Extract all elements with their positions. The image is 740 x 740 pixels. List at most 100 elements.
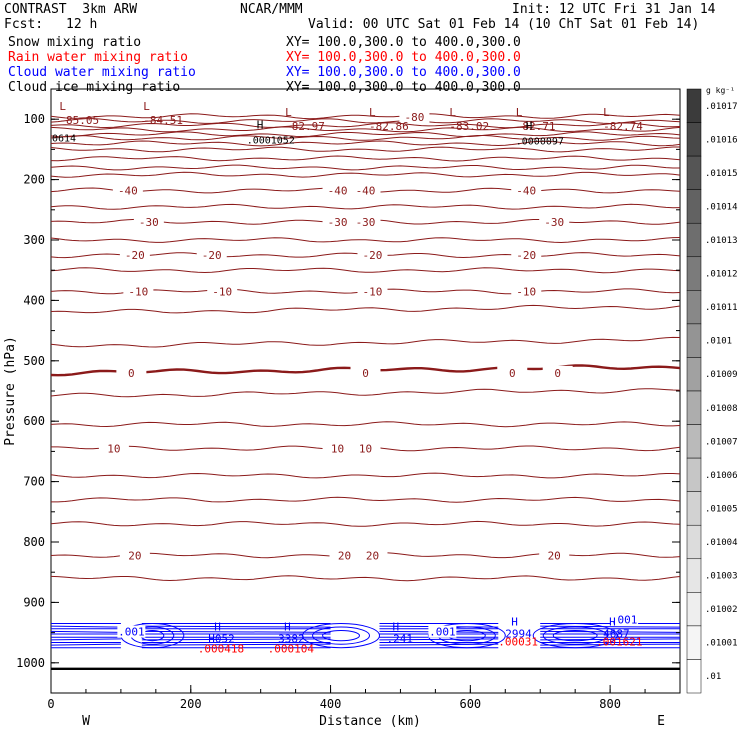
low-value: -85.05 bbox=[59, 114, 99, 127]
x-tick-label: 600 bbox=[459, 697, 481, 711]
cloud-water-contour-label: .001 bbox=[611, 614, 638, 627]
contour-label-bg bbox=[196, 248, 227, 262]
rain-water-value: .00031 bbox=[498, 635, 538, 648]
low-marker: L bbox=[369, 106, 376, 119]
x-axis-label: Distance (km) bbox=[319, 714, 421, 729]
temperature-contour-label: -80 bbox=[404, 111, 424, 124]
colorbar-swatch bbox=[686, 524, 702, 560]
temperature-contour bbox=[50, 237, 681, 244]
upper-temperature-contour bbox=[50, 164, 680, 171]
y-tick-label: 500 bbox=[23, 354, 45, 368]
x-axis-west-label: W bbox=[82, 714, 90, 729]
colorbar-swatch bbox=[686, 357, 702, 392]
temperature-contour-label: 20 bbox=[128, 549, 141, 562]
contour-label-bg bbox=[511, 183, 542, 197]
colorbar-swatch bbox=[686, 256, 702, 291]
upper-temperature-contour bbox=[50, 155, 681, 162]
legend-cloud-water-label: Cloud water mixing ratio bbox=[8, 65, 196, 80]
contour-label-bg bbox=[350, 365, 381, 379]
legend-cloud-ice-xy: XY= 100.0,300.0 to 400.0,300.0 bbox=[286, 80, 521, 95]
contour-labels: -40 -40 -40 -40 -30 -30 -30 -30 -20 -20 -20 -20 -10 -… bbox=[52, 100, 643, 656]
x-tick-label: 400 bbox=[320, 697, 342, 711]
colorbar-swatch bbox=[686, 222, 702, 258]
colorbar-swatch bbox=[686, 491, 702, 526]
low-value: -82.97 bbox=[285, 120, 325, 133]
cloud-water-contour bbox=[540, 633, 680, 638]
low-value: -84.51 bbox=[143, 114, 183, 127]
colorbar-swatch bbox=[686, 592, 702, 627]
cloud-water-contour bbox=[50, 625, 121, 646]
contour-label-bg bbox=[112, 183, 143, 197]
temperature-contour bbox=[50, 171, 681, 178]
colorbar-swatch bbox=[686, 323, 702, 358]
cloud-water-closed-contour bbox=[302, 623, 380, 649]
contour-label-bg bbox=[322, 183, 353, 197]
low-value: -82.71 bbox=[516, 120, 556, 133]
valid-time: Valid: 00 UTC Sat 01 Feb 14 (10 ChT Sat … bbox=[308, 17, 700, 32]
colorbar-label: .01 bbox=[705, 672, 721, 682]
temperature-contour-label: -40 bbox=[328, 184, 348, 197]
cloud-water-high-value: 2994 bbox=[505, 628, 532, 641]
contour-label-bg bbox=[399, 109, 430, 123]
axes: Pressure (hPa) Distance (km) W E 1002003… bbox=[3, 112, 681, 729]
temperature-contour bbox=[50, 520, 681, 527]
legend-rain-label: Rain water mixing ratio bbox=[8, 50, 189, 65]
temperature-contour-label: 10 bbox=[359, 442, 372, 455]
cloud-water-contour bbox=[141, 630, 331, 641]
cloud-water-high-value: .241 bbox=[386, 632, 413, 645]
y-tick-label: 600 bbox=[23, 414, 45, 428]
legend-rain-xy: XY= 100.0,300.0 to 400.0,300.0 bbox=[286, 50, 521, 65]
temperature-contour-label: -10 bbox=[516, 285, 536, 298]
colorbar-label: .01008 bbox=[705, 404, 738, 414]
cloud-water-closed-contour bbox=[532, 623, 618, 649]
temperature-contour bbox=[50, 421, 681, 428]
contour-label-bg bbox=[350, 214, 381, 228]
left-edge-value: 0614 bbox=[52, 134, 76, 145]
upper-temperature-contour bbox=[50, 135, 681, 141]
cloud-water-high-marker: H bbox=[609, 616, 616, 629]
contour-label-bg bbox=[116, 365, 147, 379]
init-time: Init: 12 UTC Fri 31 Jan 14 bbox=[512, 2, 716, 17]
upper-temperature-contour bbox=[50, 122, 681, 129]
temperature-contour bbox=[50, 388, 681, 398]
rain-water-value: .000418 bbox=[198, 643, 244, 656]
temperature-contour bbox=[51, 496, 681, 503]
cloud-water-contour bbox=[141, 628, 331, 643]
contour-label-bg bbox=[497, 365, 528, 379]
contour-label-bg bbox=[329, 548, 360, 562]
contour-label-bg bbox=[357, 284, 388, 298]
low-marker: L bbox=[285, 106, 292, 119]
contour-label-bg bbox=[322, 214, 353, 228]
cloud-water-high-marker: H bbox=[214, 620, 221, 633]
colorbar-label: .0101 bbox=[705, 337, 732, 347]
contour-label-bg bbox=[119, 548, 150, 562]
colorbar-swatch bbox=[686, 424, 702, 459]
colorbar-swatch bbox=[686, 457, 702, 492]
contour-label-bg bbox=[511, 284, 542, 298]
temperature-contour-label: -10 bbox=[212, 285, 232, 298]
colorbar-label: .01017 bbox=[705, 102, 738, 112]
upper-temperature-contour bbox=[50, 131, 681, 138]
colorbar-label: .01011 bbox=[705, 303, 738, 313]
cloud-water-high-value: 3382 bbox=[278, 632, 305, 645]
colorbar-label: .01007 bbox=[705, 437, 738, 447]
x-tick-label: 0 bbox=[47, 697, 54, 711]
temperature-contour-label: 10 bbox=[107, 442, 120, 455]
low-marker: L bbox=[449, 106, 456, 119]
colorbar-unit: g kg⁻¹ bbox=[706, 86, 735, 95]
temperature-contour-label: 0 bbox=[362, 367, 369, 380]
colorbar-swatch bbox=[686, 155, 702, 190]
x-axis-east-label: E bbox=[657, 714, 665, 729]
center-title: NCAR/MMM bbox=[240, 2, 303, 17]
cloud-water-contour bbox=[51, 623, 121, 649]
y-tick-label: 800 bbox=[23, 535, 45, 549]
contour-label-bg bbox=[207, 284, 238, 298]
temperature-contour-label: -30 bbox=[544, 216, 564, 229]
colorbar-label: .01003 bbox=[705, 572, 738, 582]
contour-label-bg bbox=[539, 548, 570, 562]
colorbar-label: .01005 bbox=[705, 504, 738, 514]
legend-snow-label: Snow mixing ratio bbox=[8, 35, 142, 50]
colorbar-label: .01001 bbox=[705, 639, 738, 649]
upper-temperature-contour bbox=[50, 126, 681, 133]
